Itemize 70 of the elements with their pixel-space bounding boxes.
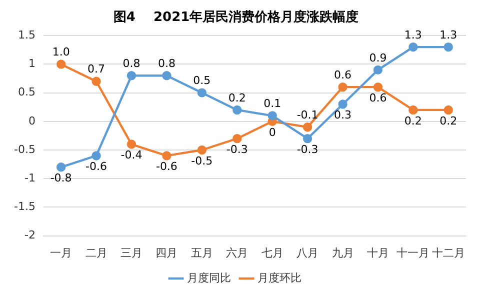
- point: [197, 88, 207, 98]
- point: [302, 122, 312, 132]
- x-tick-label: 七月: [261, 246, 284, 260]
- y-tick-label: 0: [28, 114, 36, 128]
- data-label: -0.5: [191, 154, 213, 168]
- legend-label: 月度同比: [187, 271, 231, 284]
- point: [56, 162, 66, 172]
- point: [126, 140, 136, 149]
- x-tick-label: 十一月: [396, 246, 430, 260]
- y-tick-label: 0.5: [18, 86, 36, 99]
- data-label: 1.3: [440, 28, 458, 42]
- data-label: -0.3: [226, 142, 248, 156]
- y-tick-label: -1.5: [14, 200, 36, 214]
- data-label: -0.6: [156, 160, 178, 174]
- x-tick-label: 九月: [332, 246, 354, 260]
- data-label: -0.4: [120, 148, 142, 162]
- data-label: 0.6: [334, 68, 352, 82]
- point: [408, 105, 418, 115]
- x-tick-label: 十月: [366, 246, 389, 260]
- data-label: 0.3: [334, 108, 352, 122]
- point: [232, 134, 242, 144]
- x-tick-label: 一月: [50, 246, 72, 260]
- y-tick-label: -0.5: [14, 142, 36, 156]
- point: [338, 82, 348, 92]
- data-label: 0: [268, 126, 276, 139]
- point: [56, 60, 66, 69]
- data-label: 0.1: [264, 97, 282, 110]
- data-label: -0.3: [296, 142, 318, 156]
- y-tick-label: 1: [28, 57, 36, 70]
- x-tick-label: 四月: [156, 246, 178, 260]
- point: [92, 151, 101, 160]
- x-tick-label: 三月: [120, 246, 142, 260]
- data-label: 1.3: [404, 28, 422, 42]
- data-label: 0.8: [122, 57, 140, 70]
- point: [444, 105, 453, 115]
- x-tick-label: 八月: [296, 246, 319, 260]
- point: [268, 111, 277, 120]
- data-label: 0.5: [193, 74, 211, 88]
- x-tick-label: 十二月: [432, 246, 465, 260]
- data-label: 0.9: [369, 51, 387, 64]
- point: [302, 134, 312, 144]
- data-label: 0.2: [440, 114, 458, 128]
- data-label: 0.6: [369, 91, 387, 104]
- chart-title: 图4 2021年居民消费价格月度涨跌幅度: [113, 9, 359, 26]
- legend-label: 月度环比: [258, 271, 302, 284]
- x-tick-label: 五月: [190, 246, 213, 260]
- x-tick-label: 六月: [226, 246, 248, 260]
- point: [338, 100, 348, 109]
- data-label: -0.8: [50, 172, 72, 185]
- y-tick-label: 1.5: [18, 28, 36, 42]
- data-label: -0.6: [86, 160, 108, 174]
- data-label: 0.2: [404, 114, 422, 128]
- data-label: 0.2: [228, 91, 246, 104]
- point: [408, 42, 418, 52]
- point: [126, 71, 136, 80]
- point: [162, 71, 172, 80]
- data-label: 1.0: [52, 46, 70, 59]
- data-label: 0.7: [88, 62, 106, 76]
- point: [162, 151, 172, 160]
- point: [92, 76, 101, 86]
- x-tick-label: 二月: [85, 246, 108, 260]
- point: [373, 82, 383, 92]
- point: [373, 65, 383, 75]
- y-tick-label: -2: [24, 228, 36, 242]
- point: [197, 145, 207, 155]
- data-label: -0.1: [296, 108, 318, 122]
- point: [444, 42, 453, 52]
- data-label: 0.8: [158, 57, 176, 70]
- point: [232, 105, 242, 115]
- y-tick-label: -1: [24, 171, 36, 184]
